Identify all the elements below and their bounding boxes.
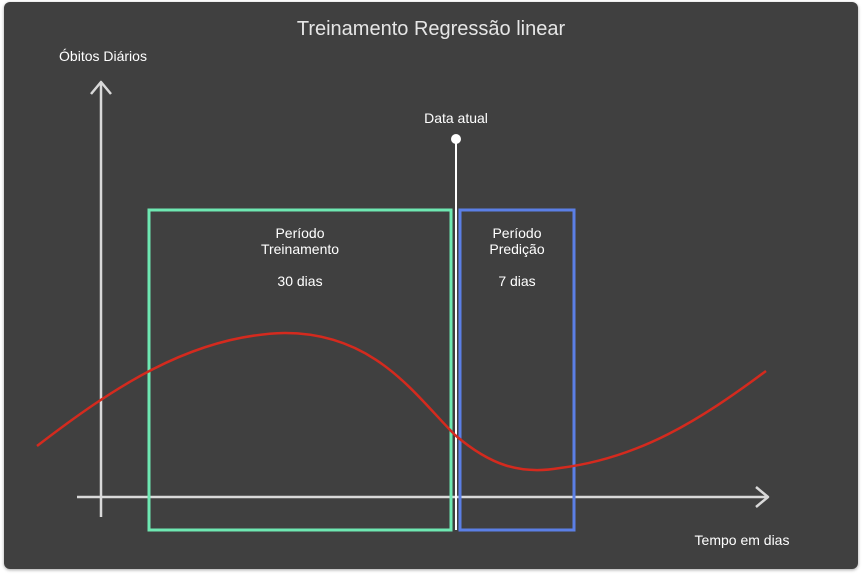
training-period-box <box>147 208 453 532</box>
training-duration: 30 dias <box>277 273 322 289</box>
prediction-label-line1: Período <box>492 225 541 241</box>
prediction-label-line2: Predição <box>489 241 544 257</box>
diagram-title: Treinamento Regressão linear <box>297 18 566 40</box>
training-label-line2: Treinamento <box>261 241 339 257</box>
x-axis-label: Tempo em dias <box>695 532 790 548</box>
deaths-curve <box>36 331 767 472</box>
current-date-marker <box>451 134 461 530</box>
prediction-duration: 7 dias <box>498 273 535 289</box>
x-axis <box>77 486 770 508</box>
prediction-period-box <box>458 208 576 532</box>
y-axis <box>90 80 112 517</box>
diagram-canvas <box>4 2 858 569</box>
training-label-line1: Período <box>275 225 324 241</box>
y-axis-label: Óbitos Diários <box>59 48 147 64</box>
current-date-label: Data atual <box>424 110 488 126</box>
